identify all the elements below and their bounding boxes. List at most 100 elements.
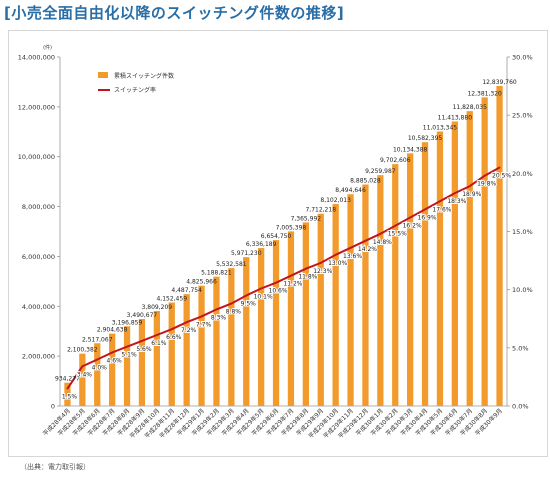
line-point bbox=[111, 351, 114, 354]
line-point bbox=[409, 216, 412, 219]
line-value-label: 12.3% bbox=[313, 268, 332, 275]
line-value-label: 19.8% bbox=[477, 181, 496, 188]
bar-value-label: 11,413,880 bbox=[438, 114, 473, 121]
line-point bbox=[498, 166, 501, 169]
bar-value-label: 9,259,987 bbox=[365, 168, 396, 175]
line-point bbox=[453, 192, 456, 195]
bar bbox=[94, 343, 101, 406]
line-point bbox=[96, 358, 99, 361]
line-value-label: 8.8% bbox=[226, 309, 242, 316]
line-value-label: 11.8% bbox=[298, 274, 317, 281]
bar bbox=[198, 285, 205, 406]
y-right-tick-label: 0.0% bbox=[512, 403, 529, 411]
y-right-tick-label: 10.0% bbox=[512, 286, 533, 294]
line-point bbox=[319, 262, 322, 264]
bar bbox=[466, 111, 473, 406]
y-right-tick-label: 5.0% bbox=[512, 344, 529, 352]
bar bbox=[183, 294, 190, 406]
y-left-tick-label: 2,000,000 bbox=[22, 353, 55, 361]
bar-value-label: 4,152,459 bbox=[156, 295, 187, 302]
bar bbox=[228, 268, 235, 406]
bar bbox=[258, 248, 265, 406]
line-point bbox=[334, 253, 337, 256]
line-point bbox=[379, 232, 382, 235]
y-right-tick-label: 20.0% bbox=[512, 170, 533, 178]
line-point bbox=[155, 334, 158, 336]
bar bbox=[64, 382, 71, 406]
legend-label-line: スイッチング率 bbox=[114, 86, 156, 94]
line-value-label: 7.2% bbox=[181, 327, 197, 334]
line-value-label: 4.0% bbox=[92, 364, 108, 371]
line-point bbox=[230, 302, 233, 305]
line-value-label: 7.7% bbox=[196, 321, 212, 328]
y-left-tick-label: 8,000,000 bbox=[22, 203, 55, 211]
bar bbox=[332, 204, 339, 406]
line-point bbox=[245, 294, 248, 297]
line-point bbox=[275, 281, 277, 284]
line-value-label: 6.1% bbox=[151, 340, 167, 347]
bar bbox=[421, 142, 429, 406]
bar bbox=[302, 222, 309, 406]
bar bbox=[153, 311, 160, 406]
bar-value-label: 5,188,821 bbox=[201, 270, 232, 277]
legend-swatch-bars bbox=[98, 72, 108, 78]
bar bbox=[213, 276, 220, 406]
bar-value-label: 6,336,189 bbox=[246, 241, 277, 248]
bar-value-label: 2,100,382 bbox=[67, 347, 98, 354]
line-point bbox=[439, 200, 441, 203]
line-value-label: 10.1% bbox=[254, 294, 273, 301]
line-value-label: 1.5% bbox=[62, 394, 78, 401]
line-point bbox=[126, 345, 128, 348]
line-value-label: 18.9% bbox=[462, 191, 481, 198]
line-point bbox=[349, 246, 352, 249]
bar-value-label: 8,885,028 bbox=[350, 178, 381, 185]
y-left-tick-label: 12,000,000 bbox=[18, 103, 55, 111]
y-right-tick-label: 25.0% bbox=[512, 112, 533, 120]
bar bbox=[123, 326, 131, 406]
y-left-tick-label: 6,000,000 bbox=[22, 253, 55, 261]
line-value-label: 17.6% bbox=[432, 206, 451, 213]
line-value-label: 10.6% bbox=[269, 288, 288, 295]
bar-value-label: 10,134,388 bbox=[393, 146, 428, 153]
line-value-label: 13.6% bbox=[343, 253, 362, 260]
line-value-label: 14.8% bbox=[373, 239, 392, 246]
page-title: [小売全面自由化以降のスイッチング件数の推移] bbox=[4, 4, 345, 22]
bar-value-label: 7,365,992 bbox=[291, 215, 322, 222]
line-value-label: 3.4% bbox=[77, 371, 93, 378]
bar-value-label: 10,582,395 bbox=[408, 135, 443, 142]
bar-value-label: 6,654,750 bbox=[261, 233, 292, 240]
bar-value-label: 12,381,320 bbox=[467, 90, 502, 97]
bar-value-label: 2,517,067 bbox=[82, 336, 113, 343]
line-point bbox=[215, 308, 218, 311]
line-value-label: 6.6% bbox=[166, 334, 182, 341]
line-value-label: 9.5% bbox=[241, 300, 257, 307]
line-value-label: 16.2% bbox=[403, 223, 422, 230]
y-right-tick-label: 30.0% bbox=[512, 54, 533, 62]
bar bbox=[109, 333, 116, 406]
legend-label-bars: 累積スイッチング件数 bbox=[114, 72, 174, 80]
bar-value-label: 7,005,398 bbox=[276, 224, 307, 231]
bar bbox=[272, 240, 280, 406]
line-point bbox=[66, 387, 69, 390]
line-point bbox=[483, 174, 486, 177]
bar bbox=[392, 164, 399, 406]
y-left-tick-label: 14,000,000 bbox=[18, 54, 55, 62]
bar-value-label: 3,490,677 bbox=[127, 312, 158, 319]
source-note: （出典：電力取引報） bbox=[20, 463, 90, 471]
bar-value-label: 8,494,646 bbox=[335, 187, 366, 194]
line-point bbox=[170, 328, 173, 331]
bar-value-label: 3,809,209 bbox=[142, 304, 173, 311]
line-point bbox=[364, 239, 367, 242]
bar bbox=[347, 194, 354, 406]
bar-value-label: 7,712,218 bbox=[305, 207, 336, 214]
line-value-label: 5.6% bbox=[136, 346, 152, 353]
bar-value-label: 12,839,760 bbox=[482, 79, 517, 86]
line-value-label: 4.6% bbox=[107, 357, 123, 364]
bar bbox=[377, 175, 384, 406]
bar-value-label: 2,904,638 bbox=[97, 327, 128, 334]
line-point bbox=[468, 185, 471, 188]
bar bbox=[362, 184, 369, 406]
bar bbox=[451, 121, 458, 407]
bar bbox=[496, 85, 503, 406]
